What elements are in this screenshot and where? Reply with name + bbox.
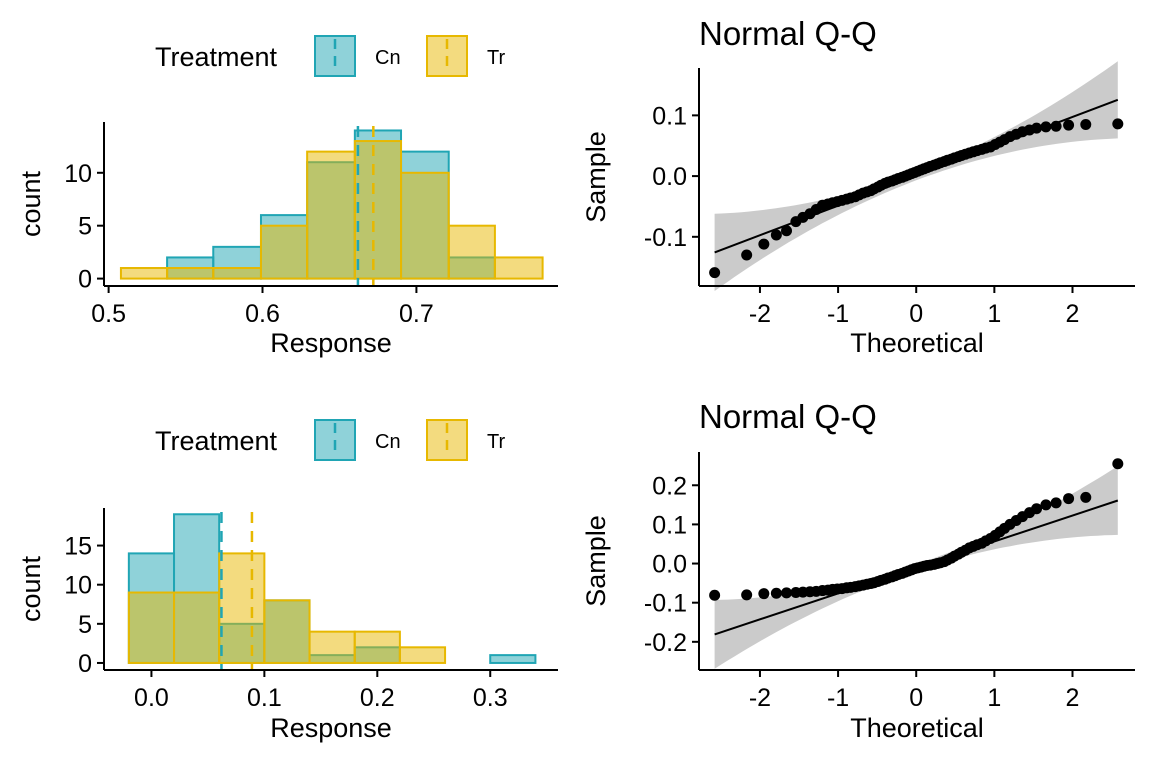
qq-point	[1063, 119, 1075, 131]
x-tick-label: 0	[909, 300, 923, 328]
histogram-bar-cn	[489, 654, 537, 664]
x-tick-label: -2	[749, 300, 771, 328]
y-tick-label: 0.0	[652, 551, 687, 579]
x-tick-label: -1	[827, 684, 849, 712]
qq-point	[758, 588, 770, 600]
histogram-bar-tr	[493, 256, 544, 280]
x-tick-label: 0.6	[245, 300, 280, 328]
legend-title: Treatment	[155, 426, 278, 456]
panel-title: Normal Q-Q	[699, 398, 877, 435]
y-axis-title: Sample	[581, 515, 611, 607]
histogram-bar-tr	[306, 150, 356, 280]
y-tick-label: 0.0	[652, 163, 687, 191]
qq-point	[709, 589, 721, 601]
histogram-bar-tr	[400, 171, 450, 280]
legend-label-tr: Tr	[487, 47, 505, 69]
x-tick-label: 2	[1066, 684, 1080, 712]
x-axis-title: Theoretical	[850, 328, 984, 358]
qq-point	[1050, 120, 1062, 132]
histogram-bar-tr	[398, 646, 447, 664]
histogram-bar-tr	[353, 140, 403, 280]
qq-point	[770, 587, 782, 599]
qq-point	[781, 225, 793, 237]
x-tick-label: 0.5	[91, 300, 126, 328]
y-tick-label: 10	[64, 160, 92, 188]
y-tick-label: -0.1	[644, 590, 687, 618]
qq-point	[758, 238, 770, 250]
qq-point	[1031, 122, 1043, 134]
x-tick-label: 0.7	[399, 300, 434, 328]
qq-panel: -2 -1 0 1 2 -0.1 0.0 0.1 Theoretical Sample Normal…	[581, 15, 1135, 358]
y-tick-label: 0	[78, 266, 92, 294]
y-tick-label: 10	[64, 572, 92, 600]
legend-label-cn: Cn	[375, 431, 401, 453]
x-axis-title: Response	[270, 328, 392, 358]
qq-point	[1080, 491, 1092, 503]
qq-point	[741, 249, 753, 261]
y-tick-label: 0	[78, 650, 92, 678]
qq-point	[770, 229, 782, 241]
x-tick-label: 1	[987, 684, 1001, 712]
x-tick-label: 0.3	[473, 684, 508, 712]
y-tick-label: 0.1	[652, 511, 687, 539]
qq-point	[1040, 499, 1052, 511]
qq-point	[1031, 503, 1043, 515]
x-tick-label: -1	[827, 300, 849, 328]
y-axis-title: count	[16, 555, 46, 622]
histogram-bar-tr	[353, 630, 401, 664]
histogram-bar-tr	[263, 599, 311, 664]
x-tick-label: 0.2	[360, 684, 395, 712]
x-axis-title: Response	[270, 713, 392, 743]
qq-point	[781, 587, 793, 599]
legend: Treatment Cn Tr	[155, 35, 505, 77]
histogram-panel: 0.0 0.1 0.2 0.3 0 5 10 15 Response count Treatment…	[16, 419, 558, 743]
y-axis-title: count	[16, 170, 46, 237]
x-axis-title: Theoretical	[850, 713, 984, 743]
histogram-bar-tr	[259, 224, 309, 280]
y-tick-label: 15	[64, 533, 92, 561]
histogram-panel: 0.5 0.6 0.7 0 5 10 Response count Treatment Cn Tr	[16, 35, 558, 358]
y-tick-label: -0.1	[644, 224, 687, 252]
qq-point	[1040, 121, 1052, 133]
y-tick-label: 5	[78, 611, 92, 639]
qq-point	[741, 589, 753, 601]
histogram-bar-tr	[212, 267, 262, 280]
qq-point	[1063, 493, 1075, 505]
legend-title: Treatment	[155, 42, 278, 72]
histogram-bar-tr	[119, 267, 169, 280]
qq-point	[1112, 458, 1124, 470]
histogram-bar-tr	[173, 591, 221, 664]
qq-panel: -2 -1 0 1 2 -0.2 -0.1 0.0 0.1 0.2 Theoretical Sampl…	[581, 398, 1135, 743]
legend-label-cn: Cn	[375, 47, 401, 69]
x-tick-label: 0.1	[247, 684, 282, 712]
qq-point	[1080, 118, 1092, 130]
panel-title: Normal Q-Q	[699, 15, 877, 52]
qq-point	[1112, 118, 1124, 130]
y-tick-label: 5	[78, 213, 92, 241]
x-tick-label: 0	[909, 684, 923, 712]
histogram-bar-tr	[218, 552, 266, 664]
qq-point	[709, 267, 721, 279]
x-tick-label: 2	[1066, 300, 1080, 328]
y-tick-label: -0.2	[644, 629, 687, 657]
y-tick-label: 0.1	[652, 102, 687, 130]
histogram-bar-tr	[166, 267, 215, 280]
y-tick-label: 0.2	[652, 472, 687, 500]
x-tick-label: 0.0	[134, 684, 169, 712]
legend: Treatment Cn Tr	[155, 419, 505, 461]
histogram-bar-tr	[447, 224, 496, 280]
x-tick-label: 1	[987, 300, 1001, 328]
x-tick-label: -2	[749, 684, 771, 712]
histogram-bar-tr	[308, 630, 356, 664]
qq-point	[1050, 497, 1062, 509]
y-axis-title: Sample	[581, 131, 611, 223]
histogram-bar-tr	[127, 591, 176, 664]
legend-label-tr: Tr	[487, 431, 505, 453]
